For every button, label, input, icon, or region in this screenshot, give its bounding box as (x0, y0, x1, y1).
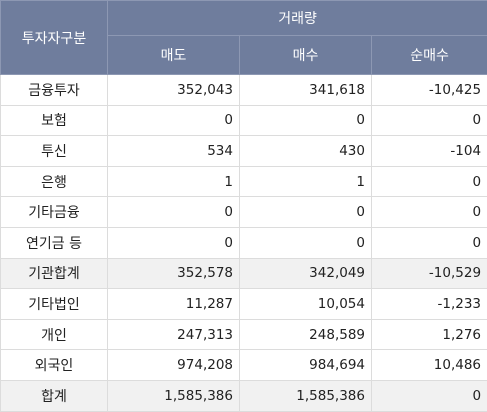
net-buy-value: 0 (372, 380, 487, 411)
table-row: 금융투자 352,043 341,618 -10,425 (1, 75, 487, 106)
table-row: 개인 247,313 248,589 1,276 (1, 319, 487, 350)
sell-value: 1 (108, 166, 240, 197)
net-buy-value: -104 (372, 136, 487, 167)
buy-value: 1 (240, 166, 372, 197)
investor-label: 외국인 (1, 350, 108, 381)
investor-label: 합계 (1, 380, 108, 411)
table-row: 은행 1 1 0 (1, 166, 487, 197)
sell-value: 1,585,386 (108, 380, 240, 411)
table-row: 기타법인 11,287 10,054 -1,233 (1, 289, 487, 320)
sell-value: 0 (108, 227, 240, 258)
net-buy-value: -10,425 (372, 75, 487, 106)
buy-value: 248,589 (240, 319, 372, 350)
sell-value: 247,313 (108, 319, 240, 350)
buy-value: 341,618 (240, 75, 372, 106)
table-row: 외국인 974,208 984,694 10,486 (1, 350, 487, 381)
table-row: 연기금 등 0 0 0 (1, 227, 487, 258)
sell-header: 매도 (108, 36, 240, 75)
investor-label: 투신 (1, 136, 108, 167)
investor-category-header: 투자자구분 (1, 1, 108, 75)
investor-label: 기타법인 (1, 289, 108, 320)
net-buy-value: -1,233 (372, 289, 487, 320)
buy-value: 430 (240, 136, 372, 167)
investor-label: 개인 (1, 319, 108, 350)
volume-header: 거래량 (108, 1, 487, 36)
net-buy-value: 0 (372, 166, 487, 197)
sell-value: 534 (108, 136, 240, 167)
sell-value: 352,043 (108, 75, 240, 106)
table-body: 금융투자 352,043 341,618 -10,425 보험 0 0 0 투신… (1, 75, 487, 412)
investor-label: 기관합계 (1, 258, 108, 289)
net-buy-value: 10,486 (372, 350, 487, 381)
buy-value: 0 (240, 227, 372, 258)
table-row: 기타금융 0 0 0 (1, 197, 487, 228)
sell-value: 0 (108, 197, 240, 228)
investor-label: 금융투자 (1, 75, 108, 106)
sell-value: 11,287 (108, 289, 240, 320)
table-row: 투신 534 430 -104 (1, 136, 487, 167)
table-header: 투자자구분 거래량 매도 매수 순매수 (1, 1, 487, 75)
buy-value: 984,694 (240, 350, 372, 381)
sell-value: 0 (108, 105, 240, 136)
buy-value: 1,585,386 (240, 380, 372, 411)
table-row: 보험 0 0 0 (1, 105, 487, 136)
buy-value: 0 (240, 197, 372, 228)
net-buy-value: 0 (372, 105, 487, 136)
net-buy-value: -10,529 (372, 258, 487, 289)
investor-label: 은행 (1, 166, 108, 197)
net-buy-value: 1,276 (372, 319, 487, 350)
investor-label: 보험 (1, 105, 108, 136)
buy-value: 0 (240, 105, 372, 136)
sell-value: 352,578 (108, 258, 240, 289)
buy-value: 342,049 (240, 258, 372, 289)
net-buy-value: 0 (372, 197, 487, 228)
net-buy-value: 0 (372, 227, 487, 258)
investor-label: 연기금 등 (1, 227, 108, 258)
net-buy-header: 순매수 (372, 36, 487, 75)
sell-value: 974,208 (108, 350, 240, 381)
table-row: 기관합계 352,578 342,049 -10,529 (1, 258, 487, 289)
buy-header: 매수 (240, 36, 372, 75)
investor-label: 기타금융 (1, 197, 108, 228)
table-row: 합계 1,585,386 1,585,386 0 (1, 380, 487, 411)
buy-value: 10,054 (240, 289, 372, 320)
